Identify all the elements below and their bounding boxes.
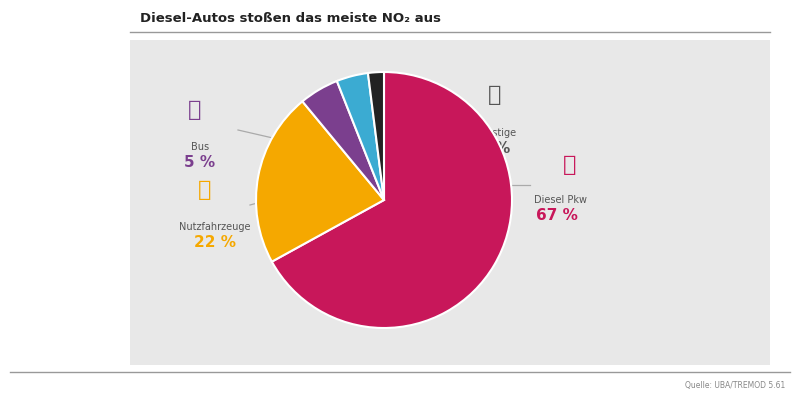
Text: 🛵: 🛵 bbox=[488, 85, 502, 105]
Wedge shape bbox=[272, 72, 512, 328]
Wedge shape bbox=[256, 101, 384, 262]
Text: Quelle: UBA/TREMOD 5.61: Quelle: UBA/TREMOD 5.61 bbox=[685, 381, 785, 390]
Text: Diesel-Autos stoßen das meiste NO₂ aus: Diesel-Autos stoßen das meiste NO₂ aus bbox=[140, 12, 441, 25]
Text: Nutzfahrzeuge: Nutzfahrzeuge bbox=[179, 222, 250, 232]
Text: 🚌: 🚌 bbox=[188, 100, 202, 120]
Text: Diesel Pkw: Diesel Pkw bbox=[534, 195, 586, 205]
Wedge shape bbox=[368, 72, 384, 200]
Text: Sonstige: Sonstige bbox=[474, 128, 516, 138]
Text: Übrige Pkw: Übrige Pkw bbox=[333, 120, 387, 132]
Text: 4 %: 4 % bbox=[345, 133, 375, 148]
Wedge shape bbox=[302, 81, 384, 200]
Bar bbox=[130, 40, 770, 365]
Wedge shape bbox=[337, 73, 384, 200]
Text: 67 %: 67 % bbox=[536, 208, 578, 223]
Text: 2 %: 2 % bbox=[479, 141, 510, 156]
Text: 🚗: 🚗 bbox=[563, 155, 577, 175]
Text: 5 %: 5 % bbox=[185, 155, 215, 170]
Text: Bus: Bus bbox=[191, 142, 209, 152]
Text: 🚚: 🚚 bbox=[198, 180, 212, 200]
Text: 🚙: 🚙 bbox=[354, 80, 366, 100]
Text: 22 %: 22 % bbox=[194, 235, 236, 250]
